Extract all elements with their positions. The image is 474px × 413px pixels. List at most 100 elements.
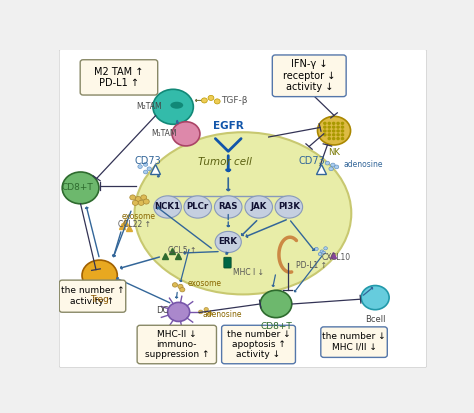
Text: DC: DC	[156, 306, 168, 315]
Circle shape	[143, 199, 149, 204]
Circle shape	[143, 170, 148, 174]
FancyBboxPatch shape	[321, 327, 387, 357]
Text: CXCL10: CXCL10	[322, 253, 351, 262]
Ellipse shape	[214, 196, 242, 218]
FancyBboxPatch shape	[272, 55, 346, 97]
Text: exosome: exosome	[188, 280, 222, 288]
Circle shape	[337, 138, 339, 140]
Text: EGFR: EGFR	[213, 121, 244, 131]
Ellipse shape	[215, 231, 241, 252]
Circle shape	[337, 130, 339, 132]
Text: CD73: CD73	[134, 156, 161, 166]
Circle shape	[328, 134, 330, 136]
Text: adenosine: adenosine	[344, 160, 383, 169]
Ellipse shape	[184, 196, 211, 218]
Circle shape	[82, 260, 117, 291]
Circle shape	[341, 138, 344, 140]
Circle shape	[341, 130, 344, 132]
Text: Treg: Treg	[90, 295, 109, 304]
Circle shape	[318, 116, 351, 145]
Circle shape	[62, 172, 99, 204]
Circle shape	[173, 282, 178, 287]
Circle shape	[153, 89, 193, 124]
Circle shape	[130, 195, 136, 200]
Circle shape	[328, 122, 330, 124]
Circle shape	[333, 122, 335, 124]
Ellipse shape	[245, 196, 273, 218]
Text: CD8+T: CD8+T	[260, 322, 292, 331]
Circle shape	[172, 122, 200, 146]
Text: IFN-γ ↓
receptor ↓
activity ↓: IFN-γ ↓ receptor ↓ activity ↓	[283, 59, 336, 93]
Circle shape	[324, 130, 326, 132]
Circle shape	[178, 284, 183, 289]
Text: CD73: CD73	[299, 156, 325, 166]
Circle shape	[204, 307, 209, 311]
Circle shape	[334, 165, 339, 169]
Circle shape	[322, 251, 326, 254]
Circle shape	[337, 126, 339, 128]
Circle shape	[138, 200, 144, 205]
Circle shape	[147, 167, 152, 171]
Text: Bcell: Bcell	[365, 316, 385, 324]
Text: exosome: exosome	[121, 212, 155, 221]
Text: M2 TAM ↑
PD-L1 ↑: M2 TAM ↑ PD-L1 ↑	[94, 66, 144, 88]
Text: CD8+T: CD8+T	[61, 183, 93, 192]
Circle shape	[333, 134, 335, 136]
Circle shape	[208, 311, 212, 316]
Text: the number ↑
activity ↑: the number ↑ activity ↑	[61, 287, 124, 306]
Ellipse shape	[170, 102, 183, 109]
Circle shape	[132, 200, 138, 205]
Circle shape	[337, 134, 339, 136]
Text: MHC I ↓: MHC I ↓	[233, 268, 264, 277]
Ellipse shape	[135, 132, 351, 294]
FancyBboxPatch shape	[222, 325, 295, 364]
Text: Tumor cell: Tumor cell	[198, 157, 252, 167]
Circle shape	[325, 161, 329, 165]
Circle shape	[333, 138, 335, 140]
Text: PI3K: PI3K	[278, 202, 300, 211]
Text: TGF-β: TGF-β	[221, 96, 247, 105]
Circle shape	[141, 195, 146, 200]
Circle shape	[333, 126, 335, 128]
Circle shape	[341, 134, 344, 136]
Circle shape	[143, 162, 148, 166]
Circle shape	[214, 99, 220, 104]
FancyBboxPatch shape	[59, 50, 427, 368]
Circle shape	[260, 290, 292, 318]
FancyBboxPatch shape	[59, 280, 126, 312]
FancyBboxPatch shape	[137, 325, 217, 364]
Circle shape	[328, 126, 330, 128]
Text: RAS: RAS	[219, 202, 238, 211]
Circle shape	[324, 247, 328, 250]
Text: PD-L1 ↑: PD-L1 ↑	[296, 261, 327, 270]
Text: adenosine: adenosine	[202, 310, 242, 319]
Circle shape	[328, 138, 330, 140]
Text: ERK: ERK	[219, 237, 238, 247]
Ellipse shape	[275, 196, 302, 218]
Circle shape	[320, 250, 324, 253]
Text: NCK1: NCK1	[155, 202, 181, 211]
Text: the number ↓
apoptosis ↑
activity ↓: the number ↓ apoptosis ↑ activity ↓	[227, 330, 291, 359]
Circle shape	[315, 247, 318, 251]
Circle shape	[138, 165, 142, 169]
Text: MHC-II ↓
immuno-
suppression ↑: MHC-II ↓ immuno- suppression ↑	[145, 330, 209, 359]
Circle shape	[199, 310, 203, 314]
Circle shape	[201, 98, 207, 103]
Text: NK: NK	[328, 148, 340, 157]
Circle shape	[324, 122, 326, 124]
Circle shape	[337, 122, 339, 124]
Text: CCL22 ↑: CCL22 ↑	[118, 220, 151, 229]
FancyBboxPatch shape	[80, 60, 158, 95]
Text: the number ↓
MHC I/II ↓: the number ↓ MHC I/II ↓	[322, 332, 386, 352]
Text: M₁TAM: M₁TAM	[151, 129, 177, 138]
Circle shape	[168, 302, 190, 321]
Circle shape	[331, 163, 335, 167]
Ellipse shape	[154, 196, 182, 218]
Text: PLCr: PLCr	[187, 202, 209, 211]
Circle shape	[361, 285, 389, 310]
Circle shape	[324, 134, 326, 136]
Circle shape	[135, 197, 141, 202]
Circle shape	[180, 287, 185, 292]
Circle shape	[341, 122, 344, 124]
Circle shape	[318, 252, 322, 256]
